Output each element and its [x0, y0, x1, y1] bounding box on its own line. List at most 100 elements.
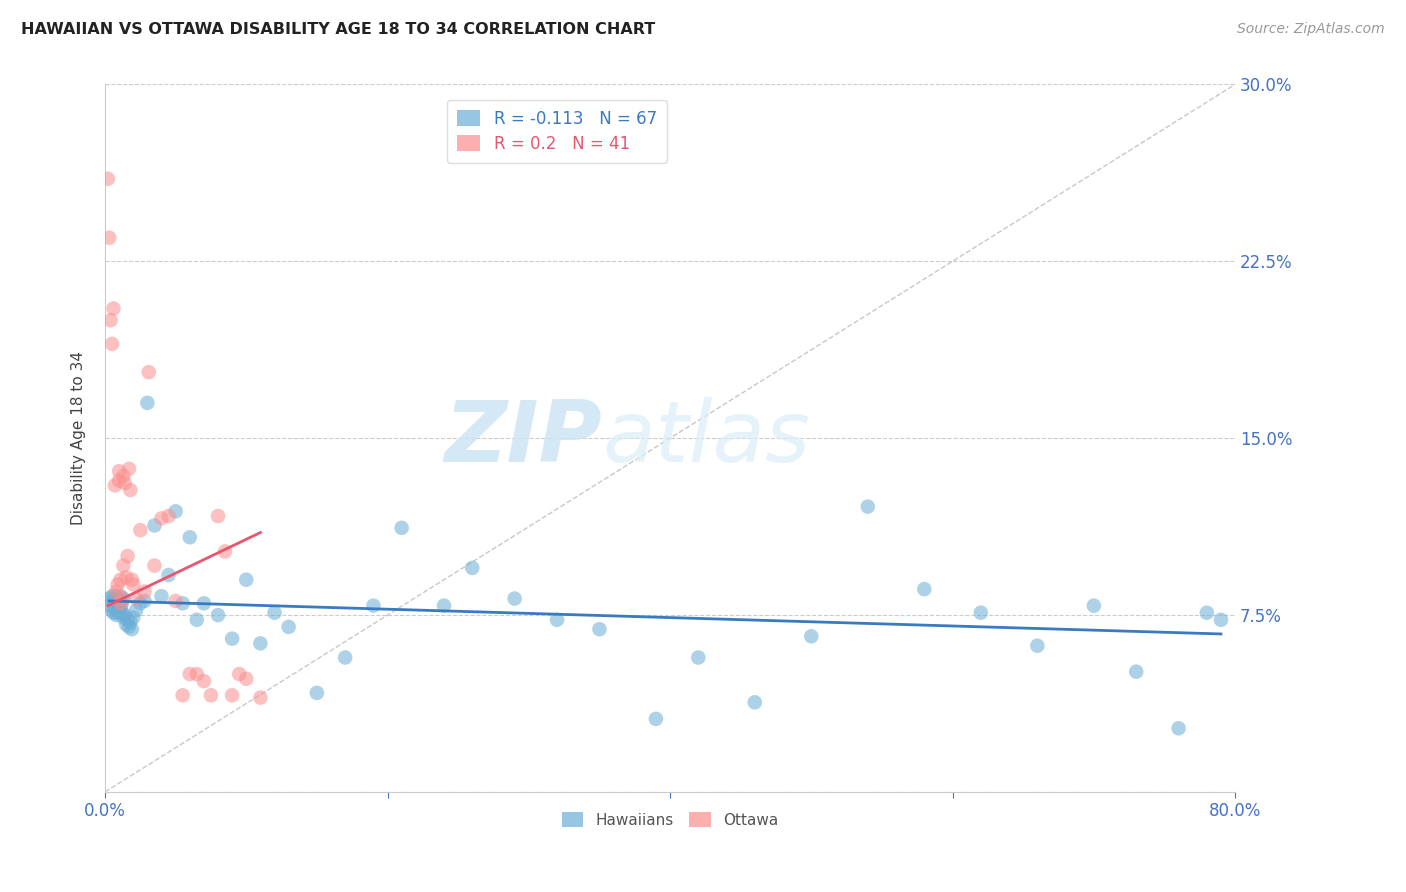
Point — [688, 650, 710, 665]
Point — [98, 231, 121, 245]
Point — [110, 573, 132, 587]
Point — [165, 594, 187, 608]
Point — [112, 610, 135, 624]
Point — [207, 608, 229, 623]
Point — [221, 632, 243, 646]
Point — [101, 336, 124, 351]
Point — [179, 530, 201, 544]
Point — [120, 483, 142, 497]
Point — [122, 577, 145, 591]
Y-axis label: Disability Age 18 to 34: Disability Age 18 to 34 — [72, 351, 86, 525]
Point — [143, 518, 166, 533]
Point — [115, 570, 138, 584]
Point — [125, 591, 148, 606]
Point — [110, 596, 132, 610]
Point — [157, 568, 180, 582]
Point — [214, 544, 236, 558]
Point — [1125, 665, 1147, 679]
Point — [193, 596, 215, 610]
Point — [503, 591, 526, 606]
Point — [100, 313, 122, 327]
Point — [120, 615, 142, 629]
Point — [856, 500, 879, 514]
Legend: Hawaiians, Ottawa: Hawaiians, Ottawa — [555, 806, 785, 834]
Point — [138, 365, 160, 379]
Point — [207, 509, 229, 524]
Point — [912, 582, 935, 596]
Point — [112, 469, 135, 483]
Point — [461, 561, 484, 575]
Point — [104, 601, 127, 615]
Point — [249, 690, 271, 705]
Point — [263, 606, 285, 620]
Point — [129, 523, 152, 537]
Point — [114, 608, 136, 623]
Point — [645, 712, 668, 726]
Point — [121, 573, 143, 587]
Point — [107, 606, 129, 620]
Text: HAWAIIAN VS OTTAWA DISABILITY AGE 18 TO 34 CORRELATION CHART: HAWAIIAN VS OTTAWA DISABILITY AGE 18 TO … — [21, 22, 655, 37]
Point — [546, 613, 568, 627]
Point — [235, 672, 257, 686]
Point — [108, 464, 131, 478]
Point — [103, 594, 125, 608]
Point — [1195, 606, 1218, 620]
Point — [179, 667, 201, 681]
Point — [105, 584, 128, 599]
Point — [1209, 613, 1232, 627]
Text: atlas: atlas — [602, 397, 810, 480]
Point — [150, 511, 173, 525]
Point — [104, 589, 127, 603]
Point — [186, 613, 208, 627]
Point — [588, 622, 610, 636]
Point — [108, 474, 131, 488]
Point — [744, 695, 766, 709]
Point — [129, 596, 152, 610]
Point — [221, 688, 243, 702]
Point — [100, 599, 122, 613]
Point — [107, 596, 129, 610]
Point — [433, 599, 456, 613]
Text: Source: ZipAtlas.com: Source: ZipAtlas.com — [1237, 22, 1385, 37]
Point — [98, 591, 121, 606]
Point — [136, 396, 159, 410]
Point — [228, 667, 250, 681]
Point — [108, 603, 131, 617]
Point — [1083, 599, 1105, 613]
Point — [122, 610, 145, 624]
Point — [118, 462, 141, 476]
Point — [391, 521, 413, 535]
Point — [105, 591, 128, 606]
Point — [108, 594, 131, 608]
Point — [363, 599, 385, 613]
Point — [172, 688, 194, 702]
Point — [1167, 721, 1189, 735]
Point — [134, 584, 156, 599]
Point — [114, 475, 136, 490]
Point — [103, 606, 125, 620]
Point — [186, 667, 208, 681]
Point — [97, 171, 120, 186]
Point — [110, 601, 132, 615]
Point — [249, 636, 271, 650]
Point — [134, 594, 156, 608]
Point — [157, 509, 180, 524]
Point — [118, 620, 141, 634]
Point — [193, 674, 215, 689]
Point — [970, 606, 993, 620]
Point — [111, 591, 134, 606]
Point — [117, 549, 139, 563]
Point — [172, 596, 194, 610]
Point — [107, 577, 129, 591]
Point — [112, 558, 135, 573]
Point — [104, 478, 127, 492]
Point — [121, 622, 143, 636]
Point — [150, 589, 173, 603]
Text: ZIP: ZIP — [444, 397, 602, 480]
Point — [235, 573, 257, 587]
Point — [111, 606, 134, 620]
Point — [101, 589, 124, 603]
Point — [103, 301, 125, 316]
Point — [101, 603, 124, 617]
Point — [117, 613, 139, 627]
